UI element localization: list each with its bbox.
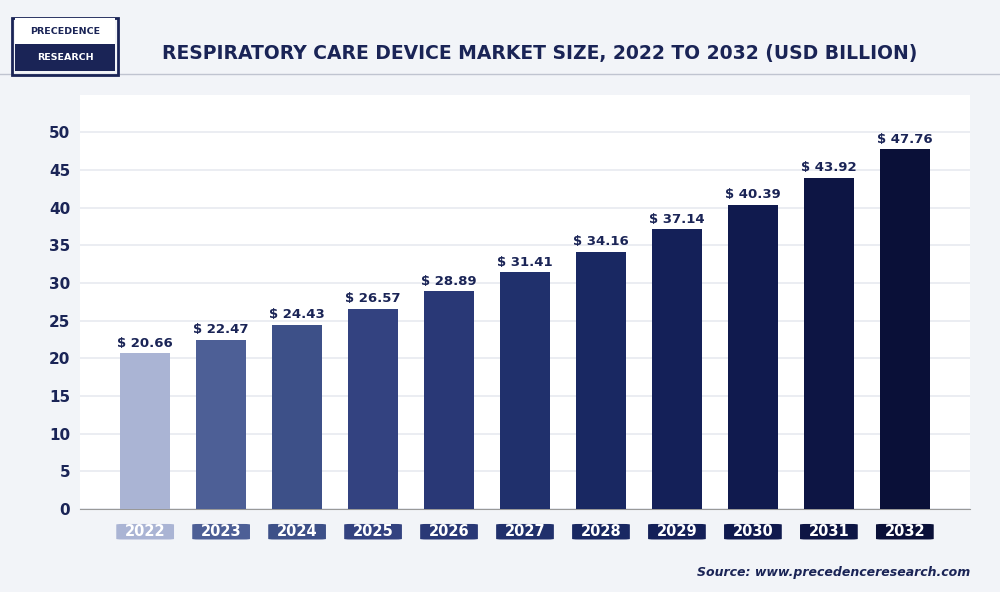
FancyBboxPatch shape	[876, 524, 934, 539]
Bar	[272, 325, 322, 509]
Text: $ 31.41: $ 31.41	[497, 256, 553, 269]
FancyBboxPatch shape	[496, 524, 554, 539]
Text: 2029: 2029	[657, 525, 697, 539]
Text: 2027: 2027	[505, 525, 545, 539]
FancyBboxPatch shape	[192, 524, 250, 539]
Text: 2024: 2024	[277, 525, 317, 539]
Text: Source: www.precedenceresearch.com: Source: www.precedenceresearch.com	[697, 566, 970, 579]
Text: 2022: 2022	[125, 525, 165, 539]
Bar	[728, 205, 778, 509]
FancyBboxPatch shape	[116, 524, 174, 539]
Text: 2025: 2025	[353, 525, 393, 539]
Text: $ 22.47: $ 22.47	[193, 323, 249, 336]
Text: $ 37.14: $ 37.14	[649, 213, 705, 226]
Bar	[652, 229, 702, 509]
FancyBboxPatch shape	[572, 524, 630, 539]
Text: 2031: 2031	[809, 525, 849, 539]
FancyBboxPatch shape	[800, 524, 858, 539]
Text: 2030: 2030	[733, 525, 773, 539]
Text: $ 20.66: $ 20.66	[117, 337, 173, 350]
FancyBboxPatch shape	[268, 524, 326, 539]
Text: 2023: 2023	[201, 525, 241, 539]
Bar	[804, 178, 854, 509]
Bar	[424, 291, 474, 509]
Text: $ 28.89: $ 28.89	[421, 275, 477, 288]
Text: 2032: 2032	[885, 525, 925, 539]
Text: RESPIRATORY CARE DEVICE MARKET SIZE, 2022 TO 2032 (USD BILLION): RESPIRATORY CARE DEVICE MARKET SIZE, 202…	[162, 44, 918, 63]
Text: $ 40.39: $ 40.39	[725, 188, 781, 201]
Text: $ 47.76: $ 47.76	[877, 133, 933, 146]
Bar	[500, 272, 550, 509]
Text: $ 34.16: $ 34.16	[573, 235, 629, 248]
FancyBboxPatch shape	[648, 524, 706, 539]
Text: 2028: 2028	[581, 525, 621, 539]
Bar	[576, 252, 626, 509]
FancyBboxPatch shape	[420, 524, 478, 539]
Text: PRECEDENCE: PRECEDENCE	[30, 27, 100, 36]
Bar	[196, 340, 246, 509]
FancyBboxPatch shape	[344, 524, 402, 539]
Bar	[348, 309, 398, 509]
Text: RESEARCH: RESEARCH	[37, 53, 93, 62]
Text: $ 26.57: $ 26.57	[345, 292, 401, 305]
FancyBboxPatch shape	[724, 524, 782, 539]
Bar	[120, 353, 170, 509]
Bar	[880, 149, 930, 509]
Text: $ 24.43: $ 24.43	[269, 308, 325, 321]
Text: $ 43.92: $ 43.92	[801, 162, 857, 175]
Text: 2026: 2026	[429, 525, 469, 539]
